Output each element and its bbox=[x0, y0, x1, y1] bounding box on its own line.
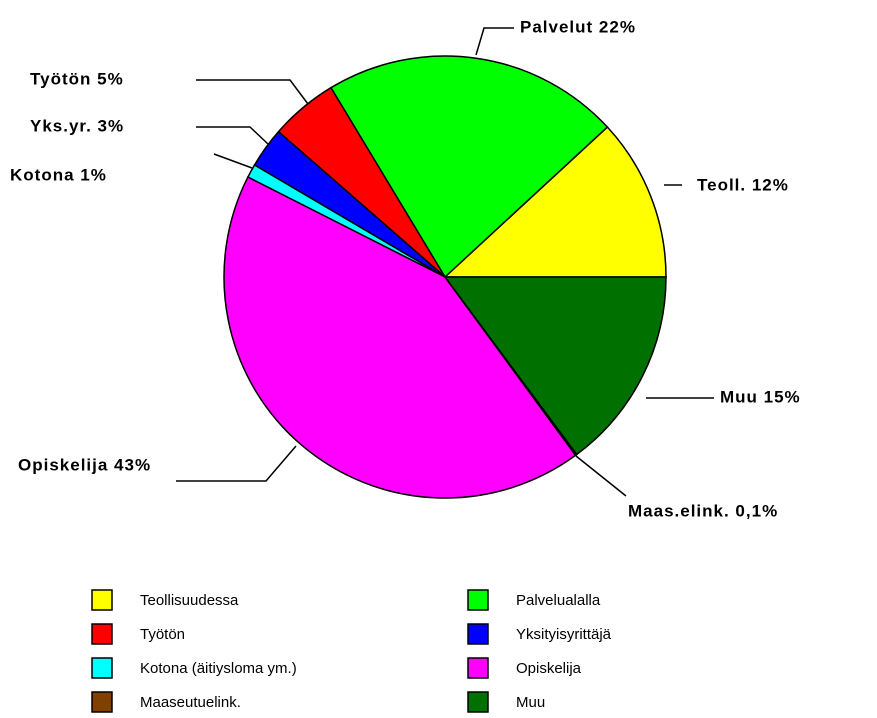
slice-label: Teoll. 12% bbox=[697, 175, 789, 194]
leader-line bbox=[176, 445, 297, 482]
legend-swatch bbox=[91, 691, 113, 713]
pie-slice bbox=[443, 125, 667, 278]
legend-label: Palvelualalla bbox=[516, 592, 601, 609]
pie-slice bbox=[223, 176, 577, 499]
legend-swatch bbox=[467, 691, 489, 713]
slice-label: Maas.elink. 0,1% bbox=[628, 501, 778, 520]
legend-label: Opiskelija bbox=[516, 660, 582, 677]
slice-label: Työtön 5% bbox=[30, 69, 124, 88]
legend-swatch bbox=[91, 623, 113, 645]
legend-label: Maaseutuelink. bbox=[140, 694, 241, 711]
leader-line bbox=[575, 455, 627, 497]
legend-swatch bbox=[467, 589, 489, 611]
legend-label: Kotona (äitiysloma ym.) bbox=[140, 660, 297, 677]
legend-swatch bbox=[91, 589, 113, 611]
legend-label: Yksityisyrittäjä bbox=[516, 626, 612, 643]
slice-label: Palvelut 22% bbox=[520, 17, 636, 36]
leader-line bbox=[196, 126, 269, 145]
slice-label: Muu 15% bbox=[720, 387, 801, 406]
pie-slice bbox=[329, 55, 609, 279]
legend-swatch bbox=[467, 657, 489, 679]
slice-label: Opiskelija 43% bbox=[18, 455, 151, 474]
slice-label: Yks.yr. 3% bbox=[30, 116, 124, 135]
leader-line bbox=[475, 27, 514, 56]
legend-swatch bbox=[91, 657, 113, 679]
pie-slice bbox=[443, 276, 667, 456]
legend-label: Muu bbox=[516, 694, 545, 711]
leader-line bbox=[213, 153, 253, 169]
legend-swatch bbox=[467, 623, 489, 645]
slice-label: Kotona 1% bbox=[10, 165, 107, 184]
leader-line bbox=[196, 79, 309, 105]
legend-label: Teollisuudessa bbox=[140, 592, 239, 609]
legend-label: Työtön bbox=[140, 626, 185, 643]
